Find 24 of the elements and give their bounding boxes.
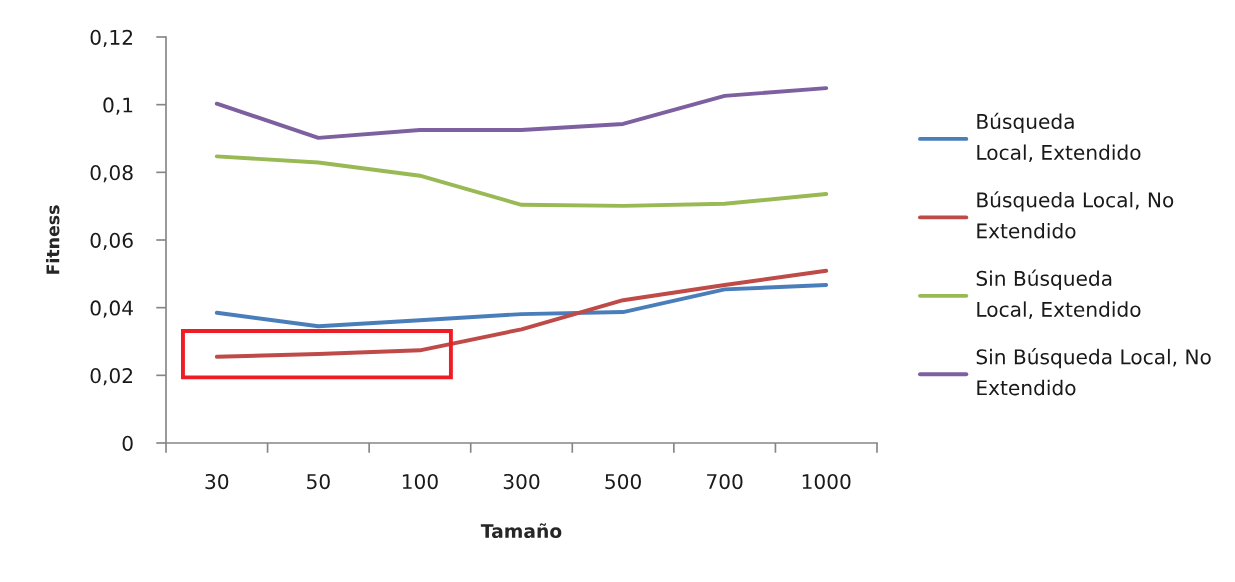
y-tick-label: 0,06 (90, 232, 133, 250)
line-series (214, 154, 829, 208)
y-tick-label: 0,1 (103, 97, 133, 115)
x-axis-title: Tamaño (480, 523, 562, 539)
y-tick-label: 0,02 (90, 368, 133, 386)
legend-label: Sin Búsqueda Local, No Extendido (976, 348, 1211, 396)
line-series (214, 283, 829, 329)
line-series (214, 268, 829, 359)
y-tick-label: 0,04 (90, 300, 133, 318)
y-tick-label: 0,08 (90, 165, 133, 183)
x-tick-label: 100 (402, 473, 438, 490)
legend-label: Sin Búsqueda Local, Extendido (976, 269, 1141, 320)
x-tick-label: 30 (205, 473, 229, 490)
x-tick-label: 50 (307, 473, 330, 490)
legend-label: Búsqueda Local, No Extendido (977, 191, 1174, 239)
y-tick-label: 0,12 (90, 29, 133, 47)
x-tick-label: 1000 (802, 473, 851, 490)
y-tick-label: 0 (122, 435, 133, 451)
y-axis-title: Fitness (46, 205, 60, 274)
line-series (214, 86, 829, 140)
x-tick-label: 500 (605, 473, 641, 490)
legend-label: Búsqueda Local, Extendido (977, 112, 1141, 163)
x-tick-label: 700 (707, 473, 743, 490)
x-tick-label: 300 (503, 473, 540, 490)
